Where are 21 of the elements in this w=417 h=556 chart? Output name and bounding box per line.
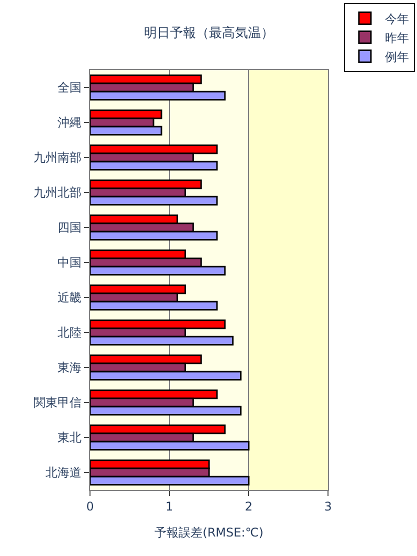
x-tick-label: 1 [166, 499, 174, 514]
legend-label: 昨年 [384, 30, 409, 45]
x-tick-label: 3 [324, 499, 332, 514]
y-tick-label: 沖縄 [58, 116, 82, 130]
y-tick-label: 北海道 [46, 466, 82, 480]
x-axis-title: 予報誤差(RMSE:℃) [154, 525, 264, 540]
y-tick-label: 九州南部 [34, 150, 82, 165]
y-tick-label: 近畿 [58, 290, 82, 305]
legend-label: 今年 [384, 12, 409, 26]
chart-title: 明日予報（最高気温） [144, 24, 274, 41]
x-tick-label: 2 [244, 499, 253, 514]
y-tick-label: 北陸 [58, 326, 82, 340]
x-tick-label: 0 [86, 499, 94, 514]
y-tick-label: 東北 [58, 430, 82, 445]
y-tick-label: 中国 [58, 256, 82, 270]
y-tick-label: 関東甲信 [34, 396, 82, 410]
y-tick-label: 九州北部 [34, 186, 82, 200]
y-tick-label: 東海 [58, 360, 82, 375]
y-tick-label: 全国 [58, 80, 82, 95]
legend-label: 例年 [384, 50, 409, 64]
y-tick-label: 四国 [58, 220, 82, 235]
